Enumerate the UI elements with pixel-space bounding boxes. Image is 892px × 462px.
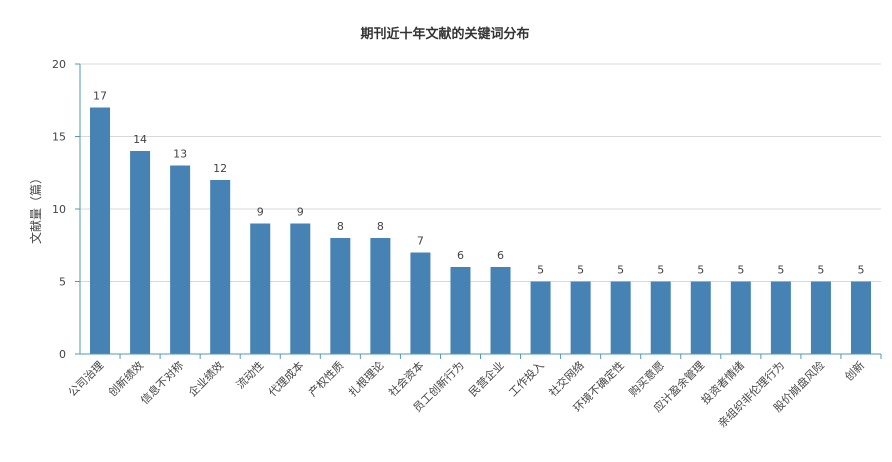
x-tick-label: 创新绩效 xyxy=(105,358,146,399)
data-label: 12 xyxy=(213,162,227,175)
x-tick-label: 民营企业 xyxy=(466,358,507,399)
data-label: 5 xyxy=(857,264,864,277)
bar xyxy=(810,281,831,354)
bar xyxy=(450,267,471,354)
bar xyxy=(250,223,271,354)
bar xyxy=(850,281,871,354)
data-label: 7 xyxy=(417,235,424,248)
x-tick-label: 流动性 xyxy=(233,358,266,391)
bar xyxy=(730,281,751,354)
x-tick-label: 购买意愿 xyxy=(626,358,667,399)
bar xyxy=(530,281,551,354)
data-label: 5 xyxy=(817,264,824,277)
bar xyxy=(210,180,231,354)
data-label: 9 xyxy=(297,206,304,219)
data-label: 5 xyxy=(537,264,544,277)
x-tick-label: 产权性质 xyxy=(305,358,346,399)
data-label: 5 xyxy=(737,264,744,277)
y-tick-label: 0 xyxy=(59,348,66,361)
bar xyxy=(130,151,151,354)
x-tick-label: 扎根理论 xyxy=(345,358,386,399)
data-label: 9 xyxy=(257,206,264,219)
data-label: 5 xyxy=(657,264,664,277)
x-tick-label: 信息不对称 xyxy=(137,358,186,407)
data-label: 13 xyxy=(173,148,187,161)
data-label: 8 xyxy=(377,220,384,233)
data-label: 6 xyxy=(457,249,464,262)
bar xyxy=(610,281,631,354)
data-label: 6 xyxy=(497,249,504,262)
y-tick-label: 5 xyxy=(59,276,66,289)
data-label: 14 xyxy=(133,133,147,146)
data-label: 5 xyxy=(697,264,704,277)
y-tick-label: 20 xyxy=(52,58,66,71)
data-label: 5 xyxy=(577,264,584,277)
bar xyxy=(290,223,311,354)
bar xyxy=(330,238,351,354)
x-tick-label: 工作投入 xyxy=(506,358,547,399)
bar xyxy=(410,252,431,354)
chart-title: 期刊近十年文献的关键词分布 xyxy=(360,26,529,42)
bar xyxy=(490,267,511,354)
x-tick-label: 企业绩效 xyxy=(185,358,226,399)
x-tick-label: 亲组织非伦理行为 xyxy=(715,358,787,430)
y-tick-label: 10 xyxy=(52,203,66,216)
x-tick-label: 代理成本 xyxy=(265,358,306,399)
bar xyxy=(770,281,791,354)
data-label: 17 xyxy=(93,90,107,103)
bar xyxy=(570,281,591,354)
bar xyxy=(650,281,671,354)
bar xyxy=(90,107,111,354)
y-tick-label: 15 xyxy=(52,131,66,144)
bar xyxy=(690,281,711,354)
data-label: 5 xyxy=(617,264,624,277)
y-axis-label: 文献量（篇） xyxy=(28,172,43,244)
data-label: 5 xyxy=(777,264,784,277)
x-tick-label: 社会资本 xyxy=(386,358,427,399)
bar xyxy=(370,238,391,354)
bar xyxy=(170,165,191,354)
data-label: 8 xyxy=(337,220,344,233)
x-tick-label: 社交网络 xyxy=(546,358,587,399)
gridlines xyxy=(80,63,881,282)
x-tick-label: 公司治理 xyxy=(65,358,106,399)
bars: 17 14 13 12 9 9 8 8 7 6 6 5 5 5 5 5 5 5 5 5 xyxy=(90,90,871,354)
x-tick-label: 创新 xyxy=(842,358,867,383)
